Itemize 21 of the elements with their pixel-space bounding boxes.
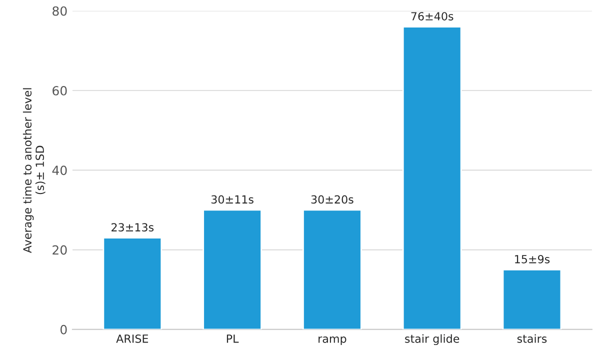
x-tick-label: stair glide [405, 334, 460, 346]
x-tick-label: ramp [318, 336, 346, 346]
bar [302, 209, 362, 330]
y-tick-label: 20 [52, 245, 67, 255]
bar [202, 209, 262, 330]
y-tick-label: 60 [52, 86, 67, 96]
data-label: 15±9s [515, 254, 550, 264]
y-tick-label: 0 [60, 324, 67, 334]
x-tick-label: stairs [517, 334, 547, 343]
data-label: 23±13s [112, 223, 154, 232]
bar [102, 237, 162, 330]
y-tick-label: 40 [52, 166, 67, 176]
bar [402, 26, 462, 330]
y-tick-label: 80 [52, 6, 67, 16]
x-tick-label: PL [226, 334, 239, 343]
data-label: 30±11s [211, 195, 254, 204]
data-label: 76±40s [411, 12, 454, 20]
y-axis-title: Average time to another level (s)± 1SD [22, 88, 46, 253]
data-label: 30±20s [311, 195, 354, 204]
x-tick-label: ARISE [116, 334, 148, 343]
bar [502, 268, 562, 330]
